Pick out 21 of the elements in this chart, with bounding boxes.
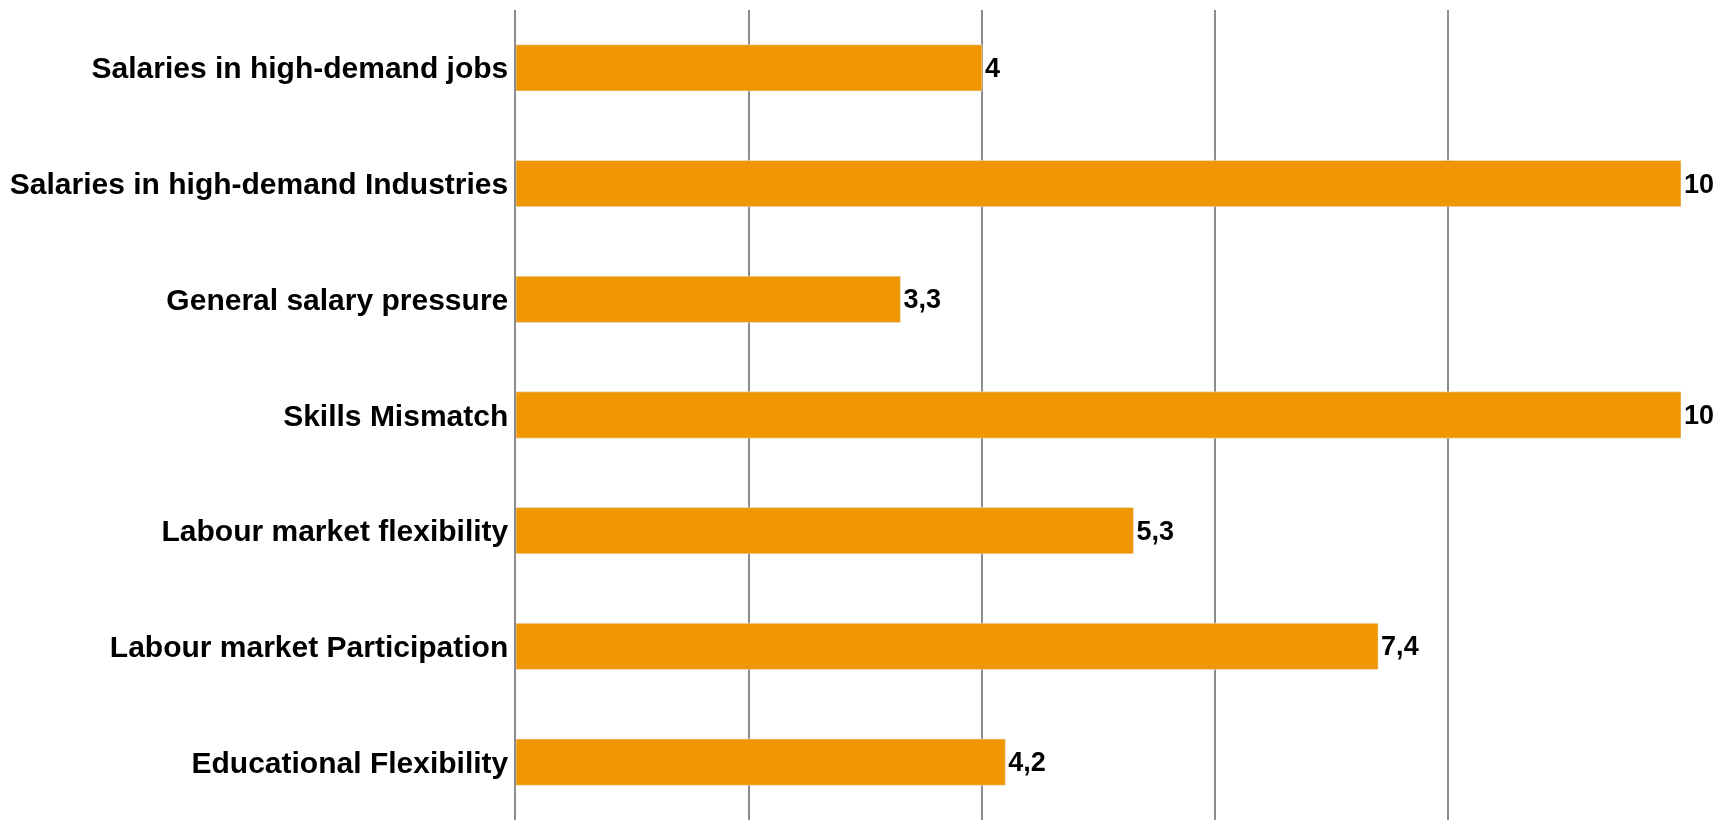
bar	[516, 160, 1681, 207]
y-tick-label: Labour market Participation	[109, 629, 509, 663]
data-label: 3,3	[903, 284, 941, 315]
bar	[516, 738, 1006, 786]
y-tick-label: Labour market flexibility	[161, 514, 509, 548]
y-tick-label: Skills Mismatch	[283, 398, 509, 432]
bar	[516, 275, 901, 323]
y-tick-label: Educational Flexibility	[191, 745, 509, 779]
bar	[516, 623, 1379, 670]
data-label: 10	[1684, 168, 1715, 199]
y-tick-label: Salaries in high-demand jobs	[91, 51, 509, 85]
data-label: 7,4	[1381, 631, 1419, 662]
bar	[516, 44, 983, 92]
bar	[516, 507, 1134, 555]
data-label: 5,3	[1136, 515, 1174, 546]
y-tick-label: Salaries in high-demand Industries	[9, 167, 509, 201]
bar	[516, 391, 1681, 439]
data-label: 10	[1684, 400, 1715, 430]
y-tick-label: General salary pressure	[166, 282, 509, 316]
data-label: 4	[985, 52, 1001, 83]
data-label: 4,2	[1008, 747, 1046, 778]
